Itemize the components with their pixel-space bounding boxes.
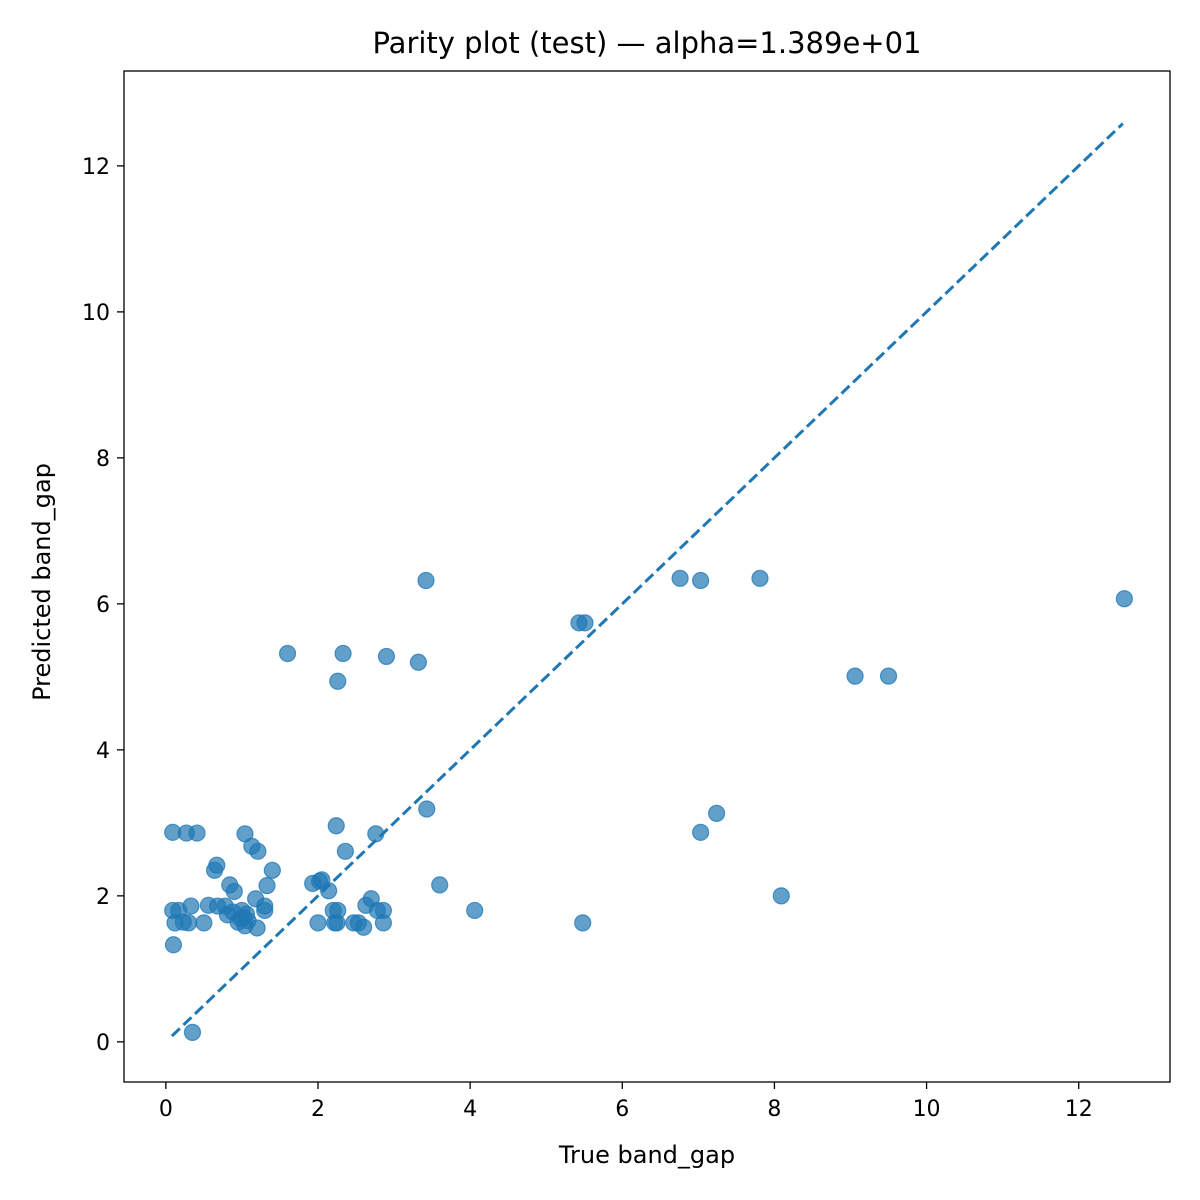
- data-point: [692, 823, 710, 841]
- x-tick-label: 2: [311, 1097, 325, 1122]
- x-tick-label: 6: [615, 1097, 629, 1122]
- data-point: [248, 919, 266, 937]
- x-axis-label: True band_gap: [558, 1141, 735, 1169]
- y-tick-label: 2: [96, 885, 110, 910]
- data-point: [574, 914, 592, 932]
- data-point: [708, 804, 726, 822]
- parity-line: [170, 122, 1124, 1038]
- data-point: [309, 914, 327, 932]
- data-point: [180, 914, 198, 932]
- y-axis-label: Predicted band_gap: [28, 463, 56, 701]
- y-tick-label: 12: [82, 155, 110, 180]
- data-point: [182, 897, 200, 915]
- chart-title: Parity plot (test) — alpha=1.389e+01: [373, 26, 922, 60]
- data-point: [263, 861, 281, 879]
- data-point: [417, 571, 435, 590]
- data-point: [409, 653, 427, 671]
- data-point: [355, 918, 373, 936]
- data-point: [164, 936, 183, 954]
- data-point: [751, 569, 769, 587]
- data-point: [329, 672, 347, 690]
- data-point: [329, 901, 347, 920]
- x-tick-label: 8: [767, 1097, 781, 1122]
- data-point: [692, 571, 710, 590]
- data-point: [374, 914, 393, 932]
- data-point: [195, 914, 213, 932]
- data-point: [377, 647, 396, 666]
- data-point: [576, 614, 594, 632]
- x-tick-label: 4: [463, 1097, 477, 1122]
- data-point: [846, 667, 864, 685]
- data-point: [278, 644, 297, 663]
- plot-frame: [123, 70, 1171, 1083]
- y-tick-label: 6: [96, 593, 110, 618]
- x-tick-label: 12: [1065, 1097, 1093, 1122]
- data-point: [466, 901, 484, 920]
- data-point: [249, 842, 267, 860]
- data-point: [183, 1023, 202, 1041]
- data-point: [671, 569, 689, 587]
- data-point: [258, 877, 276, 895]
- y-tick-label: 0: [96, 1031, 110, 1056]
- data-point: [772, 887, 790, 905]
- data-point: [320, 882, 338, 900]
- data-point: [1115, 590, 1133, 608]
- data-point: [208, 856, 226, 874]
- data-point: [418, 800, 436, 818]
- data-point: [334, 644, 352, 663]
- data-point: [336, 842, 354, 860]
- x-tick-label: 10: [913, 1097, 941, 1122]
- data-point: [225, 882, 243, 901]
- data-point: [431, 876, 449, 894]
- data-point: [879, 667, 898, 685]
- x-tick-label: 0: [159, 1097, 173, 1122]
- plot-area: [164, 122, 1133, 1041]
- y-tick-label: 8: [96, 447, 110, 472]
- x-axis-ticks: 0 2 4 6 8 10 12: [159, 1082, 1093, 1122]
- data-point: [256, 897, 274, 915]
- data-point: [188, 824, 206, 842]
- y-tick-label: 4: [96, 739, 110, 764]
- data-point: [327, 817, 345, 835]
- y-tick-label: 10: [82, 301, 110, 326]
- y-axis-ticks: 0 2 4 6 8 10 12: [82, 155, 124, 1056]
